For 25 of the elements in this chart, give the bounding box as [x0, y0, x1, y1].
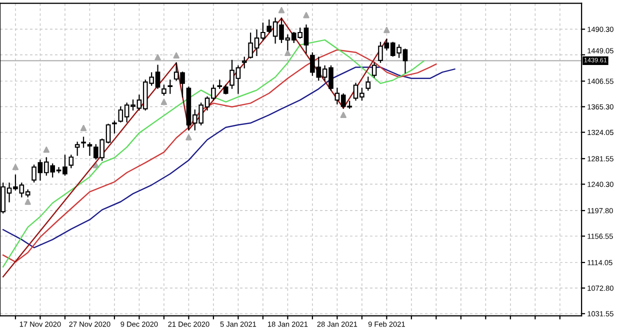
point	[173, 52, 180, 59]
candlestick	[162, 84, 166, 96]
candlestick	[366, 76, 371, 91]
point	[186, 134, 192, 140]
point	[24, 198, 31, 205]
candlestick	[112, 120, 117, 134]
point	[284, 50, 291, 56]
point	[278, 7, 285, 14]
line-series	[2, 18, 388, 278]
point	[340, 112, 346, 118]
candlestick	[372, 62, 377, 78]
candlestick	[242, 56, 247, 68]
point	[154, 54, 161, 60]
candlestick	[68, 154, 74, 168]
point	[43, 146, 50, 153]
candlestick	[87, 142, 92, 156]
point	[80, 124, 87, 132]
point	[384, 26, 390, 34]
candlestick	[168, 80, 173, 94]
candlestick	[81, 136, 86, 148]
candlestick	[74, 142, 80, 156]
point	[303, 12, 310, 18]
point	[12, 164, 19, 170]
point	[160, 98, 168, 106]
line-series	[2, 66, 456, 248]
